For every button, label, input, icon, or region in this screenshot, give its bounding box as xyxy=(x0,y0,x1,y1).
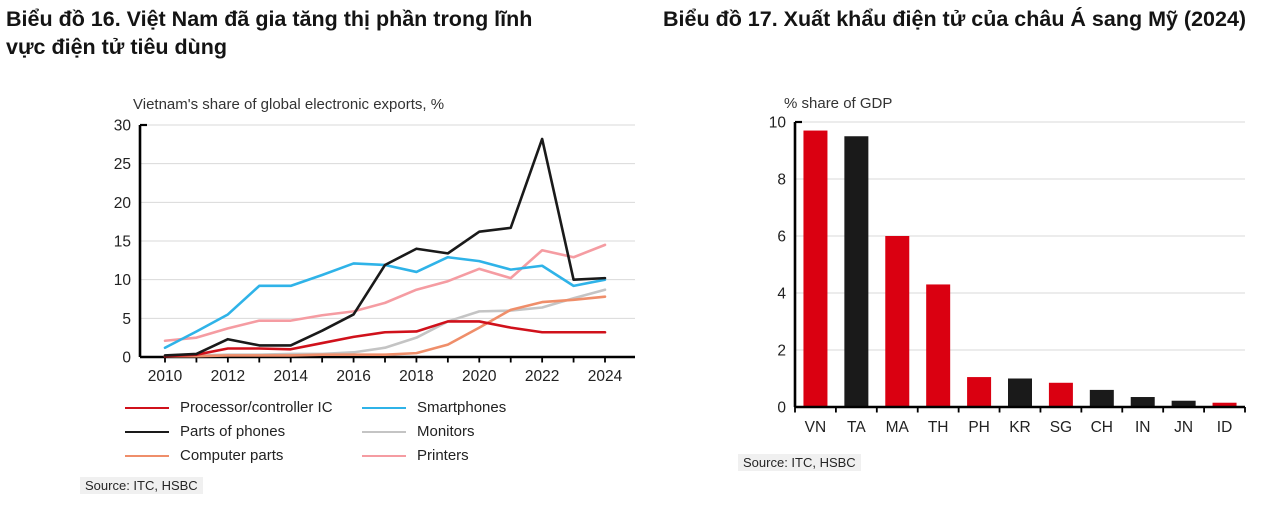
legend-label: Smartphones xyxy=(417,399,507,416)
legend-item-computer-parts: Computer parts xyxy=(125,447,362,464)
y-tick-label: 25 xyxy=(114,156,131,173)
legend-item-smartphones: Smartphones xyxy=(362,399,625,416)
bar-ch xyxy=(1089,389,1114,407)
legend-label: Processor/controller IC xyxy=(180,399,333,416)
bar-chart: 0 2 4 6 8 10 VN TA MA TH PH KR SG CH IN JN ID xyxy=(769,115,1246,436)
x-tick-label: IN xyxy=(1135,419,1151,436)
bar-jn xyxy=(1171,400,1196,407)
x-tick-label: SG xyxy=(1050,419,1072,436)
y-tick-label: 2 xyxy=(777,343,786,360)
bar-in xyxy=(1130,397,1155,407)
legend-item-parts-of-phones: Parts of phones xyxy=(125,423,362,440)
x-tick-label: TH xyxy=(928,419,949,436)
bar-ph xyxy=(967,377,992,407)
legend-item-printers: Printers xyxy=(362,447,625,464)
right-source-note: Source: ITC, HSBC xyxy=(738,454,861,471)
y-tick-label: 0 xyxy=(122,350,131,367)
series-line-computer-parts xyxy=(163,295,607,358)
bar-id xyxy=(1212,402,1237,407)
x-tick-label: MA xyxy=(886,419,910,436)
x-tick-label: 2020 xyxy=(462,368,497,385)
y-tick-label: 10 xyxy=(769,115,787,132)
x-tick-label: 2014 xyxy=(273,368,308,385)
line-chart-legend: Processor/controller IC Smartphones Parts … xyxy=(125,399,625,464)
y-tick-label: 5 xyxy=(122,311,131,328)
y-tick-label: 10 xyxy=(114,272,132,289)
left-chart-title: Biểu đồ 16. Việt Nam đã gia tăng thị phầ… xyxy=(6,7,533,59)
legend-swatch-computer-parts xyxy=(125,454,169,457)
line-chart: 0 5 10 15 20 25 30 2010 2012 2014 2016 2018 2020 2022… xyxy=(114,118,635,385)
series-line-processor-controller-ic xyxy=(163,320,607,358)
x-tick-label: ID xyxy=(1217,419,1233,436)
left-chart-axis-title: Vietnam's share of global electronic exp… xyxy=(133,96,445,113)
bar-sg xyxy=(1048,382,1073,407)
x-tick-label: 2012 xyxy=(211,368,245,385)
legend-swatch-processor-controller-ic xyxy=(125,406,169,409)
right-chart-title: Biểu đồ 17. Xuất khẩu điện tử của châu Á… xyxy=(663,7,1247,31)
legend-swatch-parts-of-phones xyxy=(125,430,169,433)
right-chart-axis-title: % share of GDP xyxy=(784,95,893,112)
y-tick-label: 20 xyxy=(114,195,132,212)
legend-swatch-printers xyxy=(362,454,406,457)
x-tick-label: 2018 xyxy=(399,368,433,385)
x-tick-label: 2022 xyxy=(525,368,559,385)
x-tick-label: VN xyxy=(805,419,827,436)
series-line-printers xyxy=(163,243,607,343)
legend-swatch-monitors xyxy=(362,430,406,433)
x-tick-label: 2024 xyxy=(588,368,623,385)
y-tick-label: 0 xyxy=(777,400,786,417)
y-tick-label: 30 xyxy=(114,118,132,135)
bar-vn xyxy=(803,130,828,408)
y-tick-label: 15 xyxy=(114,234,131,251)
x-tick-label: TA xyxy=(847,419,866,436)
series-line-parts-of-phones xyxy=(163,137,607,357)
x-tick-label: KR xyxy=(1009,419,1031,436)
bar-kr xyxy=(1008,378,1032,407)
bar-ta xyxy=(844,136,869,407)
x-tick-label: 2010 xyxy=(148,368,183,385)
x-tick-label: 2016 xyxy=(336,368,370,385)
legend-label: Printers xyxy=(417,447,469,464)
bar-th xyxy=(926,284,951,407)
left-source-note: Source: ITC, HSBC xyxy=(80,477,203,494)
series-line-monitors xyxy=(163,288,607,357)
y-tick-label: 4 xyxy=(777,286,786,303)
x-tick-label: JN xyxy=(1174,419,1193,436)
legend-item-processor-controller-ic: Processor/controller IC xyxy=(125,399,362,416)
legend-item-monitors: Monitors xyxy=(362,423,625,440)
x-tick-label: PH xyxy=(968,419,990,436)
legend-swatch-smartphones xyxy=(362,406,406,409)
legend-label: Monitors xyxy=(417,423,475,440)
legend-label: Parts of phones xyxy=(180,423,286,440)
y-tick-label: 6 xyxy=(777,229,786,246)
y-tick-label: 8 xyxy=(777,172,786,189)
x-tick-label: CH xyxy=(1091,419,1113,436)
legend-label: Computer parts xyxy=(180,447,284,464)
bar-ma xyxy=(885,236,910,407)
